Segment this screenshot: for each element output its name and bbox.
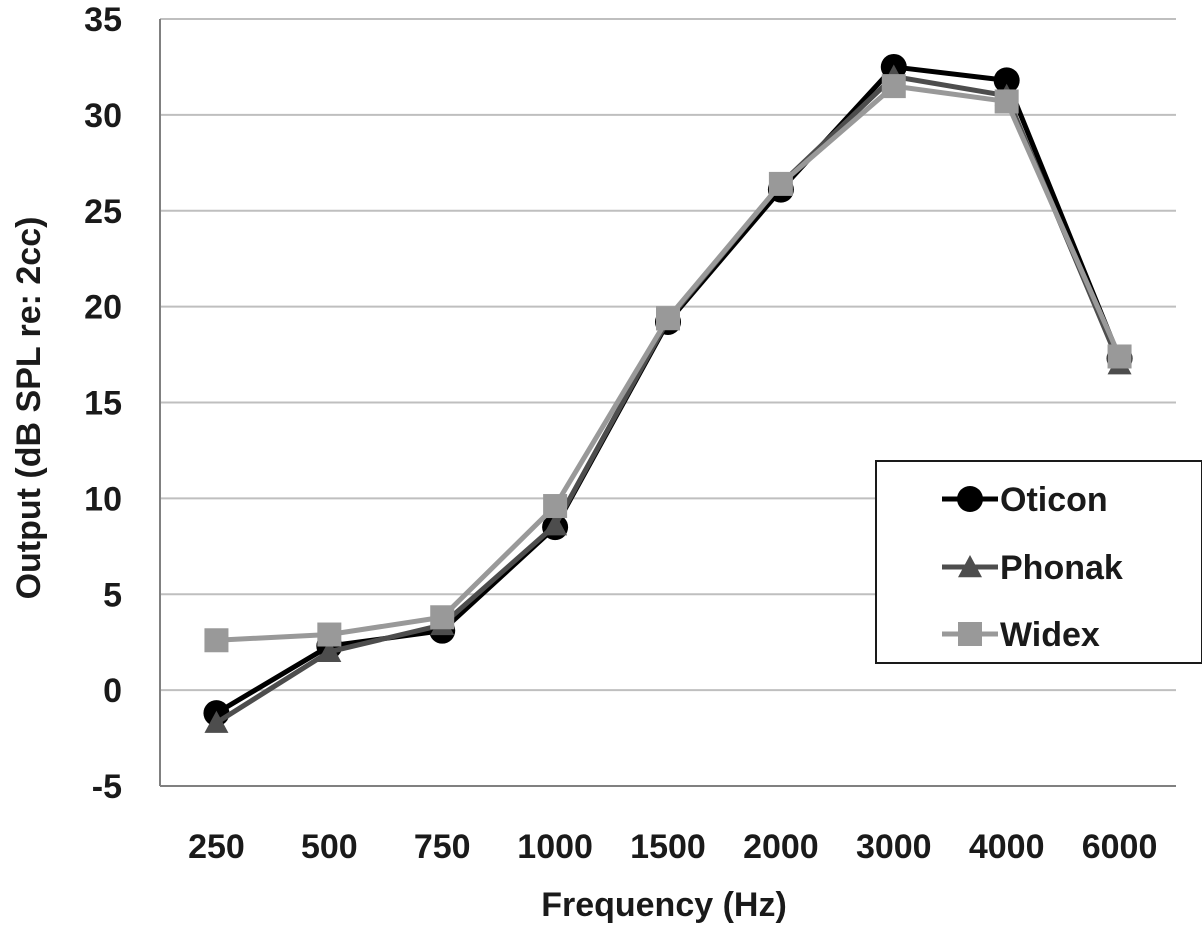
x-tick-label: 4000 <box>969 828 1045 866</box>
x-tick-label: 500 <box>301 828 358 866</box>
x-tick-label: 2000 <box>743 828 819 866</box>
legend-label: Oticon <box>1000 481 1108 519</box>
data-point <box>958 622 982 646</box>
data-point <box>204 628 229 653</box>
legend-entry-widex: Widex <box>942 616 1100 654</box>
data-point <box>1107 344 1132 369</box>
series-widex <box>204 74 1132 653</box>
y-tick-label: 20 <box>84 289 122 327</box>
data-point <box>204 710 229 733</box>
data-point <box>656 306 680 331</box>
y-tick-label: 25 <box>84 193 122 231</box>
legend-label: Widex <box>1000 616 1100 654</box>
data-point <box>993 67 1020 94</box>
y-tick-label: -5 <box>92 768 122 806</box>
x-tick-label: 750 <box>414 828 471 866</box>
x-tick-label: 6000 <box>1082 828 1158 866</box>
y-axis-title: Output (dB SPL re: 2cc) <box>10 217 48 600</box>
y-tick-label: 35 <box>84 1 122 39</box>
x-tick-labels: 250 500 750 1000 1500 2000 3000 4000 6000 <box>188 828 1157 866</box>
data-point <box>317 622 342 647</box>
y-tick-label: 30 <box>84 97 122 135</box>
y-tick-labels: 35 30 25 20 15 10 5 0 -5 <box>84 1 122 806</box>
data-point <box>543 494 568 519</box>
y-tick-label: 10 <box>84 480 122 518</box>
x-tick-label: 1500 <box>630 828 706 866</box>
legend-label: Phonak <box>1000 549 1123 587</box>
y-tick-label: 5 <box>103 576 122 614</box>
data-point <box>768 171 793 196</box>
x-axis-title: Frequency (Hz) <box>541 886 787 924</box>
data-point <box>957 486 983 512</box>
legend-entry-phonak: Phonak <box>942 549 1123 587</box>
data-point <box>994 89 1019 114</box>
data-point <box>958 555 982 578</box>
data-point <box>881 74 906 99</box>
y-tick-label: 0 <box>103 672 122 710</box>
legend: Oticon Phonak Widex <box>875 460 1202 664</box>
x-tick-label: 3000 <box>856 828 932 866</box>
legend-box <box>875 460 1202 664</box>
data-point <box>430 605 455 630</box>
series <box>203 53 1133 733</box>
data-point <box>317 639 342 662</box>
x-tick-label: 1000 <box>517 828 593 866</box>
x-tick-label: 250 <box>188 828 245 866</box>
data-point <box>543 513 568 536</box>
y-tick-label: 15 <box>84 385 122 423</box>
legend-entry-oticon: Oticon <box>942 481 1108 519</box>
axes <box>159 19 1176 787</box>
